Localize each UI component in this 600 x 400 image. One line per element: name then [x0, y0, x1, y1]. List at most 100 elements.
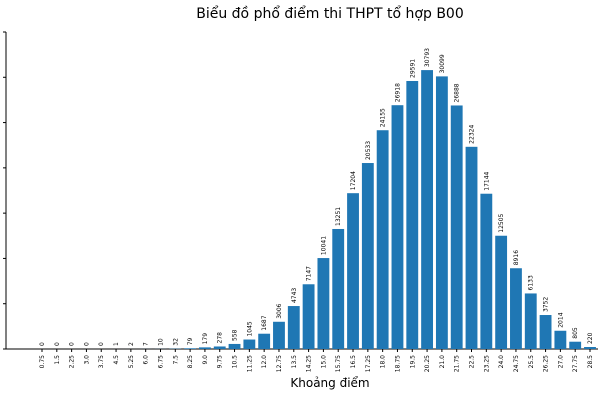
data-label: 12505: [498, 213, 505, 232]
x-tick-label: 16.5: [350, 355, 357, 369]
bar: [539, 315, 552, 349]
data-label: 13251: [335, 207, 342, 226]
data-label: 29591: [409, 59, 416, 78]
x-tick-label: 5.25: [128, 355, 135, 369]
x-tick-label: 9.0: [202, 355, 209, 365]
bar: [347, 193, 359, 349]
data-label: 0: [83, 342, 90, 346]
data-label: 10041: [320, 236, 327, 255]
bar: [524, 293, 537, 349]
x-tick-label: 9.75: [217, 355, 224, 369]
x-tick-label: 6.75: [157, 355, 164, 369]
x-tick-label: 3.75: [98, 355, 105, 369]
data-label: 0: [54, 342, 61, 346]
x-tick-label: 13.5: [291, 355, 298, 369]
bar: [480, 193, 493, 349]
bar: [584, 347, 596, 349]
data-label: 2014: [557, 312, 564, 327]
data-label: 8916: [513, 250, 520, 265]
data-label: 179: [202, 333, 209, 345]
x-tick-label: 7.5: [172, 355, 179, 365]
bar: [228, 343, 241, 349]
data-label: 6133: [528, 275, 535, 290]
x-tick-label: 21.0: [439, 355, 446, 369]
data-label: 220: [587, 332, 594, 344]
x-tick-label: 27.75: [572, 355, 579, 372]
bar: [510, 268, 522, 349]
bar: [302, 284, 315, 349]
bar: [213, 346, 226, 349]
x-tick-label: 4.5: [113, 355, 120, 365]
data-label: 1: [113, 342, 120, 346]
x-tick-label: 23.25: [483, 355, 490, 372]
bar: [450, 105, 463, 349]
data-label: 2: [128, 342, 135, 346]
bar: [361, 163, 374, 349]
data-label: 17144: [483, 171, 490, 190]
x-tick-label: 18.0: [380, 355, 387, 369]
data-label: 3006: [276, 303, 283, 318]
x-tick-label: 15.0: [320, 355, 327, 369]
x-tick-label: 17.25: [365, 355, 372, 372]
bar: [243, 339, 256, 349]
data-label: 0: [69, 342, 76, 346]
bar: [554, 330, 567, 349]
x-tick-label: 12.75: [276, 355, 283, 372]
bar: [376, 130, 389, 349]
x-tick-label: 2.25: [69, 355, 76, 369]
x-tick-label: 27.0: [557, 355, 564, 369]
x-tick-label: 3.0: [83, 355, 90, 365]
x-tick-label: 26.25: [543, 355, 550, 372]
bar: [391, 105, 404, 349]
x-tick-label: 28.5: [587, 355, 594, 369]
data-label: 17204: [350, 171, 357, 190]
bar: [317, 258, 330, 349]
x-tick-label: 14.25: [306, 355, 313, 372]
data-label: 79: [187, 337, 194, 345]
bar: [421, 70, 434, 350]
x-axis-label: Khoảng điểm: [290, 376, 370, 390]
x-tick-label: 10.5: [232, 355, 239, 369]
x-tick-label: 6.0: [143, 355, 150, 365]
bar: [435, 76, 448, 350]
bar: [198, 347, 211, 349]
x-tick-label: 12.0: [261, 355, 268, 369]
data-label: 0: [98, 342, 105, 346]
data-label: 26918: [394, 83, 401, 102]
x-tick-label: 8.25: [187, 355, 194, 369]
bar: [569, 341, 582, 349]
x-tick-label: 24.0: [498, 355, 505, 369]
x-tick-label: 22.5: [469, 355, 476, 369]
x-tick-label: 24.75: [513, 355, 520, 372]
data-label: 1687: [261, 315, 268, 330]
data-label: 805: [572, 327, 579, 339]
x-tick-label: 0.75: [39, 355, 46, 369]
x-tick-label: 20.25: [424, 355, 431, 372]
data-label: 7: [143, 342, 150, 346]
data-label: 24155: [380, 108, 387, 127]
data-label: 20533: [365, 141, 372, 160]
bar: [184, 348, 197, 349]
x-tick-label: 11.25: [246, 355, 253, 372]
x-tick-label: 19.5: [409, 355, 416, 369]
bar: [495, 235, 508, 349]
x-tick-label: 25.5: [528, 355, 535, 369]
data-label: 278: [217, 332, 224, 344]
bar: [258, 333, 271, 349]
chart-title: Biểu đồ phổ điểm thi THPT tổ hợp B00: [196, 6, 464, 22]
data-label: 1045: [246, 321, 253, 336]
x-tick-label: 1.5: [54, 355, 61, 365]
data-label: 30793: [424, 48, 431, 67]
data-label: 30099: [439, 54, 446, 73]
bar: [273, 321, 285, 349]
data-label: 0: [39, 342, 46, 346]
x-tick-label: 15.75: [335, 355, 342, 372]
data-label: 4743: [291, 288, 298, 303]
data-label: 32: [172, 338, 179, 346]
x-tick-label: 21.75: [454, 355, 461, 372]
x-tick-label: 18.75: [394, 355, 401, 372]
data-label: 7147: [306, 266, 313, 281]
data-label: 22324: [469, 125, 476, 144]
